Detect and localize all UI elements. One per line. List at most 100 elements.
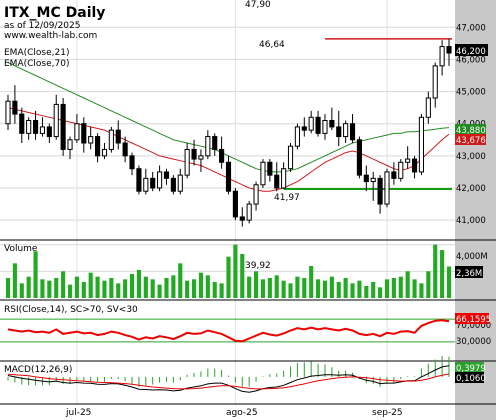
volume-bar — [129, 274, 135, 298]
volume-bar — [322, 280, 328, 298]
candle — [67, 136, 73, 160]
volume-bar — [198, 272, 204, 298]
volume-peak-annotation: 39,92 — [245, 261, 271, 271]
volume-bar — [384, 279, 390, 298]
volume-bar — [26, 276, 31, 298]
candle — [39, 117, 46, 137]
rsi-tick-30: 30,0000 — [456, 337, 491, 347]
candle — [391, 162, 397, 185]
volume-bar — [391, 278, 396, 298]
candle — [88, 126, 94, 150]
candle — [225, 155, 232, 195]
price-tick-label: 43,000 — [456, 152, 486, 162]
candle — [274, 162, 280, 192]
volume-bar — [109, 278, 114, 298]
resistance-annotation: 46,64 — [259, 40, 285, 50]
candle — [95, 133, 101, 163]
candle — [115, 120, 121, 150]
candle — [232, 188, 238, 221]
volume-bar — [253, 271, 259, 298]
volume-tick-4000: 4,000M — [456, 252, 488, 262]
volume-bar — [247, 276, 252, 298]
volume-bar — [343, 278, 348, 298]
candlestick-series — [5, 38, 452, 227]
volume-bar — [378, 287, 383, 298]
candle — [191, 139, 197, 166]
close-badge: 46,200 — [455, 44, 488, 57]
volume-bar — [433, 244, 438, 298]
price-tick-label: 47,000 — [456, 23, 486, 33]
volume-bar — [357, 280, 362, 298]
site-url: www.wealth-lab.com — [4, 31, 97, 41]
volume-bar — [102, 280, 107, 298]
volume-bar — [336, 282, 341, 298]
volume-pane-label: Volume — [4, 244, 38, 254]
volume-badge: 2,36M — [455, 266, 483, 279]
candle — [53, 94, 59, 140]
candle — [356, 136, 362, 179]
volume-bar — [74, 276, 79, 298]
macd-badge-text: 0,3979 — [456, 364, 486, 374]
time-grid — [76, 0, 388, 404]
candle — [163, 168, 170, 185]
candle — [267, 159, 273, 182]
volume-bar — [157, 284, 162, 298]
rsi-grid — [0, 318, 455, 343]
volume-bar — [81, 282, 86, 298]
candle — [143, 168, 149, 195]
candle — [170, 175, 176, 195]
candle — [425, 91, 431, 124]
candle — [150, 171, 156, 192]
candle — [329, 107, 335, 131]
price-tick-label: 46,000 — [456, 55, 486, 65]
candle — [322, 114, 328, 140]
candle — [315, 110, 321, 137]
volume-bar — [267, 278, 272, 298]
candle — [281, 162, 287, 189]
macd-signal-badge: 0,1060 — [455, 372, 486, 384]
candle — [405, 146, 411, 169]
candle — [308, 110, 314, 134]
volume-bar — [123, 279, 128, 298]
volume-bar — [191, 279, 197, 298]
candle — [81, 117, 87, 153]
volume-bar — [205, 275, 210, 298]
volume-bar — [419, 283, 424, 298]
candle — [343, 120, 349, 143]
volume-bar — [19, 283, 24, 298]
volume-bar — [281, 280, 286, 298]
volume-bar — [178, 263, 183, 298]
rsi-badge: 66,1595 — [455, 313, 491, 325]
volume-bar — [88, 272, 93, 298]
candle — [446, 38, 452, 66]
candle — [157, 165, 163, 192]
volume-bar — [185, 280, 190, 298]
candle — [212, 133, 218, 156]
ema70-badge-text: 43,676 — [456, 136, 486, 146]
ema70-badge: 43,676 — [455, 134, 486, 146]
ema70-legend: EMA(Close,70) — [4, 59, 69, 69]
candle — [5, 94, 11, 131]
candle — [46, 123, 52, 143]
volume-bar — [150, 279, 155, 298]
candle — [239, 207, 245, 227]
candle — [101, 143, 108, 160]
rsi-badge-text: 66,1595 — [456, 315, 491, 325]
price-tick-label: 42,000 — [456, 184, 486, 194]
volume-bar — [212, 282, 217, 298]
volume-bar — [329, 276, 334, 298]
macd-signal-line — [7, 373, 450, 390]
volume-bar — [371, 282, 376, 298]
rsi-pane-label: RSI(Close,14), SC>70, SV<30 — [4, 305, 138, 315]
candle — [246, 200, 252, 224]
close-badge-text: 46,200 — [456, 47, 486, 57]
support-annotation: 41,97 — [274, 193, 300, 203]
candle — [301, 117, 307, 137]
candle — [253, 181, 259, 211]
macd-badge: 0,3979 — [455, 362, 486, 374]
volume-bar — [364, 286, 369, 298]
high-annotation: 47,90 — [245, 0, 271, 10]
x-tick-sep: sep-25 — [372, 408, 403, 418]
